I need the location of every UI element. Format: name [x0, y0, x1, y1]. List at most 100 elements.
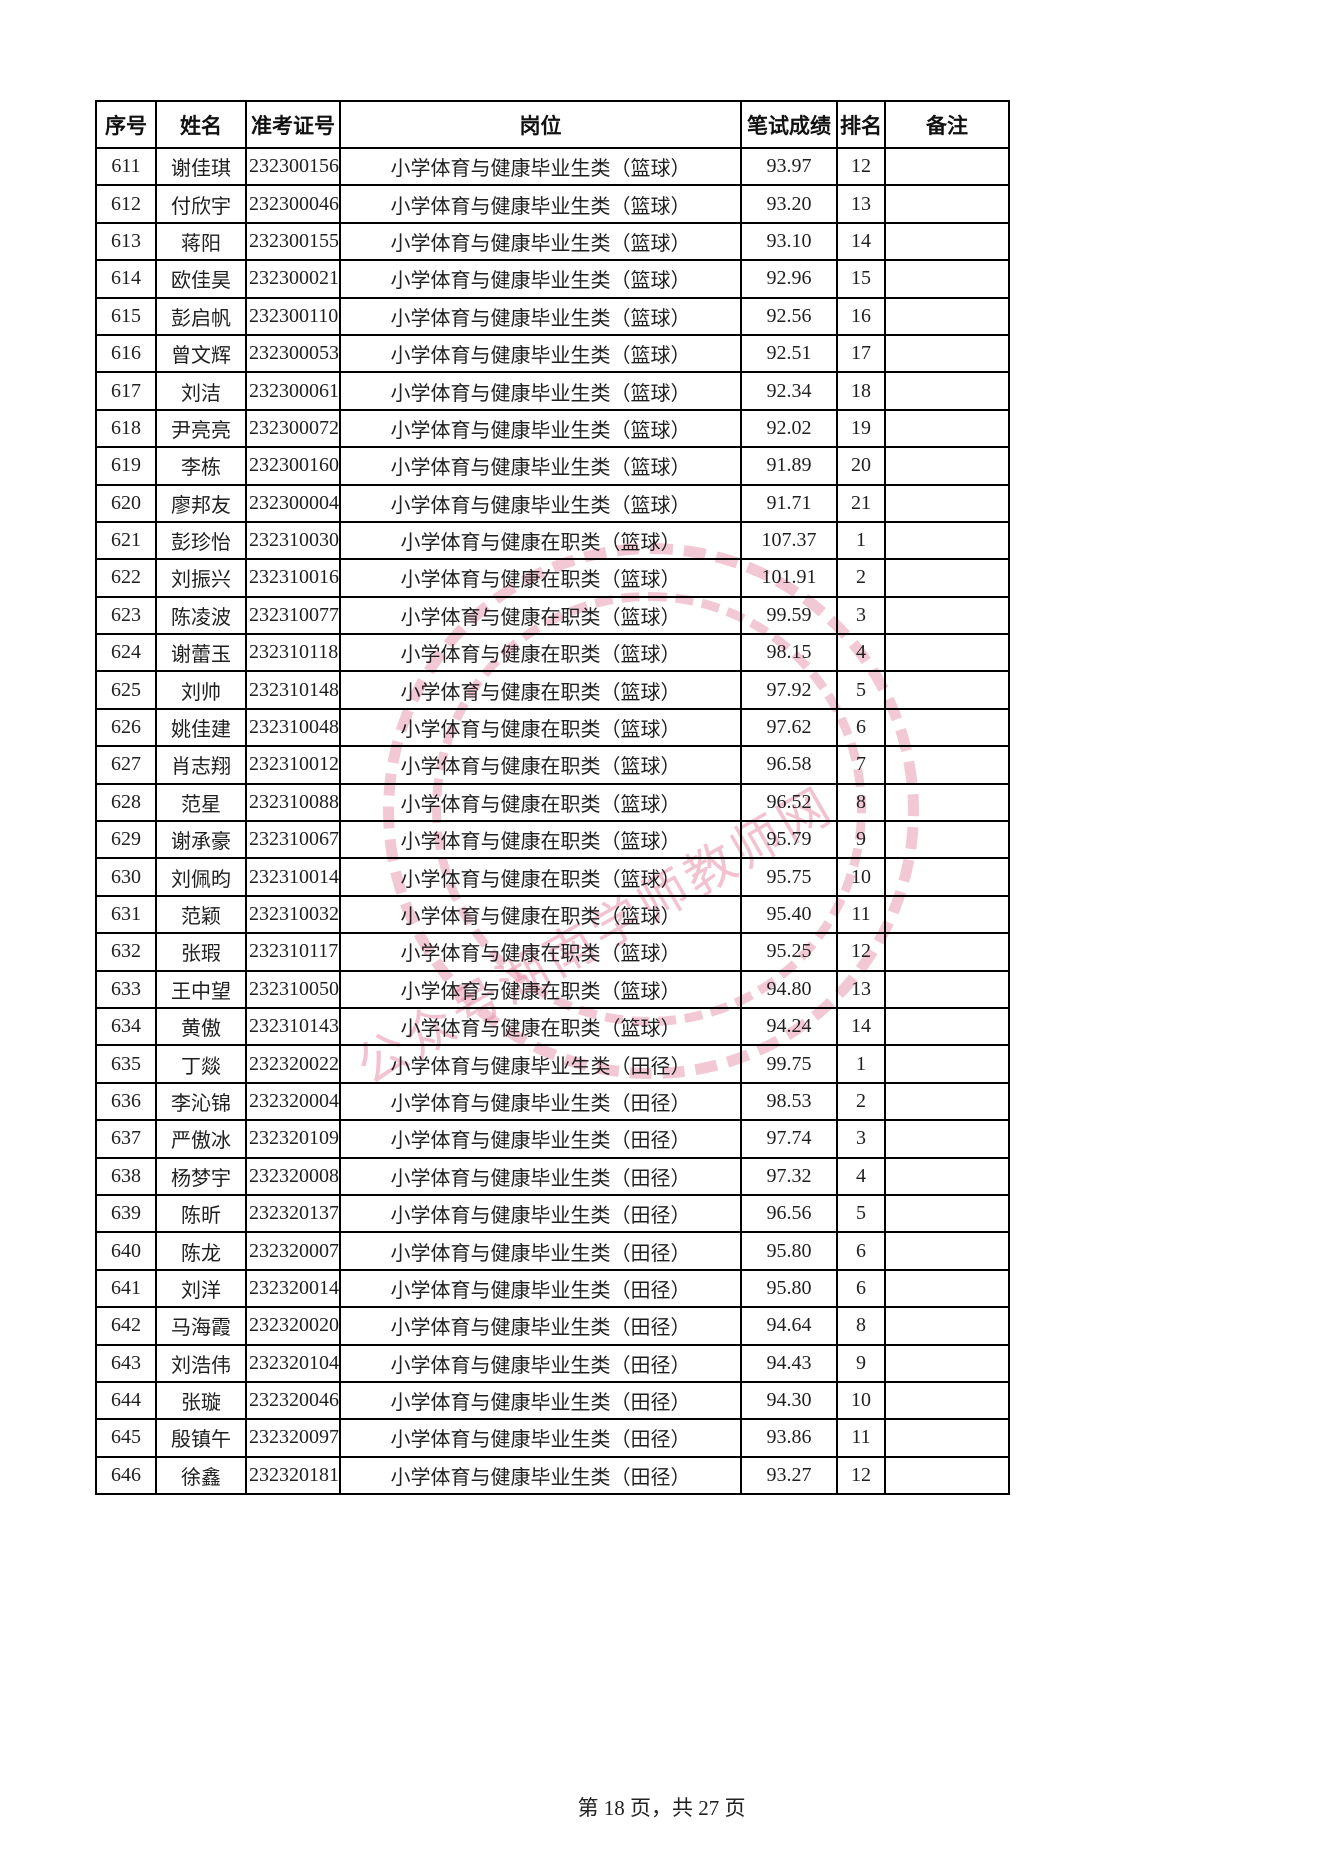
cell-remark [884, 969, 1010, 1009]
cell-serial: 646 [95, 1455, 157, 1496]
table-row: 625 刘帅 232310148 小学体育与健康在职类（篮球） 97.92 5 [95, 670, 1010, 710]
cell-written-score: 93.10 [740, 221, 838, 262]
table-row: 621 彭珍怡 232310030 小学体育与健康在职类（篮球） 107.37 1 [95, 520, 1010, 561]
cell-name: 谢承豪 [155, 820, 247, 860]
table-row: 616 曾文辉 232300053 小学体育与健康毕业生类（篮球） 92.51 17 [95, 333, 1010, 374]
cell-rank: 13 [836, 184, 886, 224]
cell-rank: 6 [836, 707, 886, 748]
table-row: 637 严傲冰 232320109 小学体育与健康毕业生类（田径） 97.74 3 [95, 1119, 1010, 1159]
cell-serial: 645 [95, 1418, 157, 1458]
table-row: 630 刘佩昀 232310014 小学体育与健康在职类（篮球） 95.75 10 [95, 857, 1010, 897]
cell-name: 杨梦宇 [155, 1156, 247, 1196]
table-row: 617 刘洁 232300061 小学体育与健康毕业生类（篮球） 92.34 18 [95, 371, 1010, 411]
cell-name: 彭启帆 [155, 296, 247, 336]
table-row: 611 谢佳琪 232300156 小学体育与健康毕业生类（篮球） 93.97 12 [95, 146, 1010, 187]
cell-name: 陈龙 [155, 1231, 247, 1271]
cell-serial: 612 [95, 184, 157, 224]
cell-remark [884, 1268, 1010, 1309]
cell-name: 丁燚 [155, 1044, 247, 1084]
table-row: 626 姚佳建 232310048 小学体育与健康在职类（篮球） 97.62 6 [95, 707, 1010, 748]
cell-written-score: 95.75 [740, 857, 838, 897]
cell-name: 黄傲 [155, 1006, 247, 1047]
table-row: 624 谢蕾玉 232310118 小学体育与健康在职类（篮球） 98.15 4 [95, 633, 1010, 673]
cell-position: 小学体育与健康在职类（篮球） [339, 707, 742, 748]
table-row: 639 陈昕 232320137 小学体育与健康毕业生类（田径） 96.56 5 [95, 1193, 1010, 1234]
header-cell-name: 姓名 [155, 100, 247, 149]
table-row: 622 刘振兴 232310016 小学体育与健康在职类（篮球） 101.91 2 [95, 558, 1010, 598]
cell-rank: 15 [836, 259, 886, 299]
cell-remark [884, 221, 1010, 262]
cell-ticket-number: 232300046 [245, 184, 341, 224]
cell-ticket-number: 232320137 [245, 1193, 341, 1234]
cell-rank: 1 [836, 1044, 886, 1084]
header-cell-written-score: 笔试成绩 [740, 100, 838, 149]
cell-remark [884, 670, 1010, 710]
cell-name: 范星 [155, 782, 247, 823]
cell-serial: 616 [95, 333, 157, 374]
cell-ticket-number: 232310014 [245, 857, 341, 897]
cell-ticket-number: 232320097 [245, 1418, 341, 1458]
cell-position: 小学体育与健康在职类（篮球） [339, 595, 742, 636]
cell-ticket-number: 232300156 [245, 146, 341, 187]
cell-remark [884, 1455, 1010, 1496]
table-row: 613 蒋阳 232300155 小学体育与健康毕业生类（篮球） 93.10 14 [95, 221, 1010, 262]
cell-written-score: 99.59 [740, 595, 838, 636]
cell-position: 小学体育与健康毕业生类（篮球） [339, 259, 742, 299]
cell-position: 小学体育与健康毕业生类（田径） [339, 1081, 742, 1122]
cell-ticket-number: 232300072 [245, 408, 341, 449]
cell-serial: 624 [95, 633, 157, 673]
cell-serial: 615 [95, 296, 157, 336]
table-row: 629 谢承豪 232310067 小学体育与健康在职类（篮球） 95.79 9 [95, 820, 1010, 860]
table-row: 645 殷镇午 232320097 小学体育与健康毕业生类（田径） 93.86 11 [95, 1418, 1010, 1458]
header-cell-position: 岗位 [339, 100, 742, 149]
cell-written-score: 101.91 [740, 558, 838, 598]
header-cell-ticket-number: 准考证号 [245, 100, 341, 149]
cell-position: 小学体育与健康毕业生类（篮球） [339, 483, 742, 523]
cell-remark [884, 146, 1010, 187]
cell-ticket-number: 232300061 [245, 371, 341, 411]
cell-rank: 12 [836, 146, 886, 187]
cell-remark [884, 184, 1010, 224]
cell-remark [884, 371, 1010, 411]
cell-remark [884, 296, 1010, 336]
table-row: 641 刘洋 232320014 小学体育与健康毕业生类（田径） 95.80 6 [95, 1268, 1010, 1309]
table-row: 635 丁燚 232320022 小学体育与健康毕业生类（田径） 99.75 1 [95, 1044, 1010, 1084]
cell-rank: 6 [836, 1268, 886, 1309]
cell-ticket-number: 232300110 [245, 296, 341, 336]
cell-remark [884, 932, 1010, 972]
cell-name: 刘浩伟 [155, 1343, 247, 1383]
cell-position: 小学体育与健康毕业生类（田径） [339, 1306, 742, 1346]
cell-name: 尹亮亮 [155, 408, 247, 449]
cell-written-score: 91.71 [740, 483, 838, 523]
cell-remark [884, 1418, 1010, 1458]
cell-remark [884, 1193, 1010, 1234]
cell-position: 小学体育与健康毕业生类（田径） [339, 1268, 742, 1309]
cell-written-score: 107.37 [740, 520, 838, 561]
cell-name: 范颖 [155, 894, 247, 935]
cell-rank: 14 [836, 221, 886, 262]
cell-rank: 18 [836, 371, 886, 411]
cell-position: 小学体育与健康毕业生类（篮球） [339, 333, 742, 374]
cell-written-score: 97.32 [740, 1156, 838, 1196]
cell-ticket-number: 232320022 [245, 1044, 341, 1084]
cell-serial: 631 [95, 894, 157, 935]
cell-position: 小学体育与健康毕业生类（田径） [339, 1455, 742, 1496]
cell-serial: 628 [95, 782, 157, 823]
cell-serial: 619 [95, 446, 157, 486]
cell-ticket-number: 232310032 [245, 894, 341, 935]
cell-written-score: 93.27 [740, 1455, 838, 1496]
table-row: 619 李栋 232300160 小学体育与健康毕业生类（篮球） 91.89 20 [95, 446, 1010, 486]
cell-remark [884, 1306, 1010, 1346]
cell-written-score: 96.56 [740, 1193, 838, 1234]
cell-written-score: 91.89 [740, 446, 838, 486]
cell-written-score: 95.40 [740, 894, 838, 935]
cell-position: 小学体育与健康在职类（篮球） [339, 932, 742, 972]
cell-remark [884, 782, 1010, 823]
cell-rank: 4 [836, 1156, 886, 1196]
cell-rank: 16 [836, 296, 886, 336]
cell-rank: 7 [836, 745, 886, 785]
cell-name: 张瑕 [155, 932, 247, 972]
cell-remark [884, 894, 1010, 935]
cell-serial: 632 [95, 932, 157, 972]
cell-name: 彭珍怡 [155, 520, 247, 561]
